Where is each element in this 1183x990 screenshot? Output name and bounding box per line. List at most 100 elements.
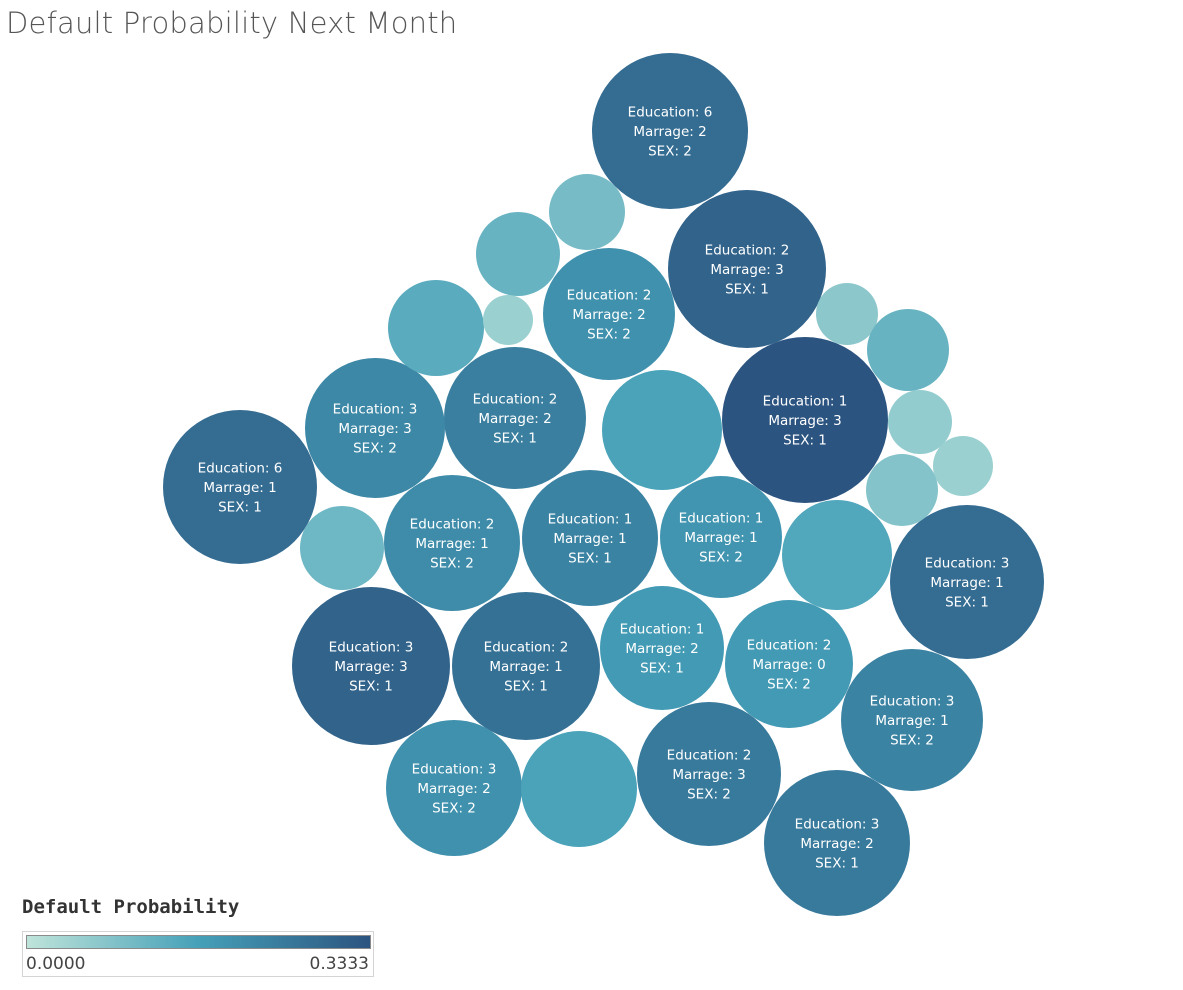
bubble[interactable]: Education: 1 Marrage: 1 SEX: 1 xyxy=(522,470,658,606)
bubble-label: Marrage: 3 xyxy=(710,262,783,278)
bubble[interactable] xyxy=(782,500,892,610)
bubble-label: SEX: 1 xyxy=(568,551,612,567)
legend-min-label: 0.0000 xyxy=(26,954,86,974)
bubble-label: Marrage: 3 xyxy=(672,767,745,783)
bubble-label: Education: 1 xyxy=(679,511,764,527)
bubble-label: SEX: 1 xyxy=(493,431,537,447)
bubble-label: SEX: 2 xyxy=(648,144,692,160)
bubble-circle[interactable] xyxy=(782,500,892,610)
bubble[interactable] xyxy=(867,309,949,391)
bubble[interactable]: Education: 2 Marrage: 2 SEX: 2 xyxy=(543,248,675,380)
bubble-circle[interactable] xyxy=(305,358,445,498)
bubble-label: Education: 2 xyxy=(484,640,569,656)
bubble[interactable]: Education: 2 Marrage: 2 SEX: 1 xyxy=(444,347,586,489)
bubble[interactable]: Education: 3 Marrage: 2 SEX: 1 xyxy=(764,770,910,916)
bubble-circle[interactable] xyxy=(816,283,878,345)
bubble-circle[interactable] xyxy=(764,770,910,916)
bubble-circle[interactable] xyxy=(602,370,722,490)
bubble[interactable]: Education: 3 Marrage: 1 SEX: 1 xyxy=(890,505,1044,659)
bubble[interactable]: Education: 3 Marrage: 1 SEX: 2 xyxy=(841,649,983,791)
bubble-label: SEX: 2 xyxy=(890,733,934,749)
bubble-label: Education: 1 xyxy=(763,394,848,410)
bubble[interactable] xyxy=(300,506,384,590)
bubble-circle[interactable] xyxy=(592,53,748,209)
bubble-label: SEX: 1 xyxy=(504,679,548,695)
bubble-label: SEX: 1 xyxy=(815,856,859,872)
bubble-label: Education: 2 xyxy=(705,243,790,259)
bubble-circle[interactable] xyxy=(476,212,560,296)
bubble[interactable] xyxy=(933,436,993,496)
bubble[interactable]: Education: 2 Marrage: 1 SEX: 1 xyxy=(452,592,600,740)
bubble-label: Marrage: 0 xyxy=(752,657,825,673)
bubble-circle[interactable] xyxy=(841,649,983,791)
bubble-circle[interactable] xyxy=(384,475,520,611)
bubble-label: Marrage: 2 xyxy=(633,124,706,140)
bubble-label: Marrage: 1 xyxy=(930,575,1003,591)
bubble[interactable] xyxy=(888,390,952,454)
bubble-label: Marrage: 3 xyxy=(334,659,407,675)
bubble-circle[interactable] xyxy=(163,410,317,564)
bubble-label: Education: 2 xyxy=(747,638,832,654)
bubble-circle[interactable] xyxy=(300,506,384,590)
bubble[interactable]: Education: 2 Marrage: 1 SEX: 2 xyxy=(384,475,520,611)
bubble-label: SEX: 1 xyxy=(349,679,393,695)
bubble-circle[interactable] xyxy=(637,702,781,846)
bubble-label: SEX: 2 xyxy=(767,677,811,693)
bubble-circle[interactable] xyxy=(600,586,724,710)
bubble-circle[interactable] xyxy=(543,248,675,380)
bubble[interactable] xyxy=(388,280,484,376)
bubble-circle[interactable] xyxy=(452,592,600,740)
bubble-circle[interactable] xyxy=(890,505,1044,659)
bubble-label: SEX: 1 xyxy=(640,661,684,677)
bubble-label: Education: 2 xyxy=(473,392,558,408)
bubble-label: Marrage: 3 xyxy=(768,413,841,429)
bubble-circle[interactable] xyxy=(386,720,522,856)
bubble[interactable]: Education: 1 Marrage: 3 SEX: 1 xyxy=(722,337,888,503)
bubble-circle[interactable] xyxy=(725,600,853,728)
bubble-label: SEX: 1 xyxy=(945,595,989,611)
bubble-label: SEX: 2 xyxy=(687,787,731,803)
bubble-circle[interactable] xyxy=(722,337,888,503)
bubble-label: SEX: 1 xyxy=(725,282,769,298)
bubble-label: Education: 3 xyxy=(870,694,955,710)
bubble-circle[interactable] xyxy=(867,309,949,391)
legend-max-label: 0.3333 xyxy=(309,954,369,974)
bubble[interactable]: Education: 3 Marrage: 3 SEX: 1 xyxy=(292,587,450,745)
bubble[interactable] xyxy=(816,283,878,345)
bubble[interactable]: Education: 6 Marrage: 1 SEX: 1 xyxy=(163,410,317,564)
bubble-circle[interactable] xyxy=(660,476,782,598)
bubble-label: Education: 3 xyxy=(333,402,418,418)
bubble-label: Marrage: 2 xyxy=(478,411,551,427)
bubble[interactable]: Education: 3 Marrage: 3 SEX: 2 xyxy=(305,358,445,498)
bubble-circle[interactable] xyxy=(521,731,637,847)
bubble-circle[interactable] xyxy=(933,436,993,496)
bubble[interactable]: Education: 2 Marrage: 3 SEX: 2 xyxy=(637,702,781,846)
bubble[interactable]: Education: 3 Marrage: 2 SEX: 2 xyxy=(386,720,522,856)
bubble[interactable] xyxy=(549,174,625,250)
bubble-label: Marrage: 2 xyxy=(417,781,490,797)
bubble-label: Education: 2 xyxy=(567,288,652,304)
bubble-circle[interactable] xyxy=(549,174,625,250)
bubble[interactable] xyxy=(602,370,722,490)
bubble[interactable]: Education: 1 Marrage: 1 SEX: 2 xyxy=(660,476,782,598)
bubble[interactable]: Education: 6 Marrage: 2 SEX: 2 xyxy=(592,53,748,209)
bubble-circle[interactable] xyxy=(292,587,450,745)
bubble-circle[interactable] xyxy=(866,454,938,526)
bubble[interactable]: Education: 1 Marrage: 2 SEX: 1 xyxy=(600,586,724,710)
bubble[interactable] xyxy=(521,731,637,847)
bubble[interactable] xyxy=(476,212,560,296)
bubble[interactable] xyxy=(866,454,938,526)
bubble-circle[interactable] xyxy=(388,280,484,376)
bubble-circle[interactable] xyxy=(483,295,533,345)
bubble-label: Education: 3 xyxy=(329,640,414,656)
bubble-circle[interactable] xyxy=(668,190,826,348)
bubble[interactable]: Education: 2 Marrage: 3 SEX: 1 xyxy=(668,190,826,348)
bubble-circle[interactable] xyxy=(888,390,952,454)
bubble-circle[interactable] xyxy=(522,470,658,606)
bubble[interactable] xyxy=(483,295,533,345)
legend-title: Default Probability xyxy=(22,896,240,918)
legend-color-ramp xyxy=(26,935,371,949)
bubble-circle[interactable] xyxy=(444,347,586,489)
bubble[interactable]: Education: 2 Marrage: 0 SEX: 2 xyxy=(725,600,853,728)
